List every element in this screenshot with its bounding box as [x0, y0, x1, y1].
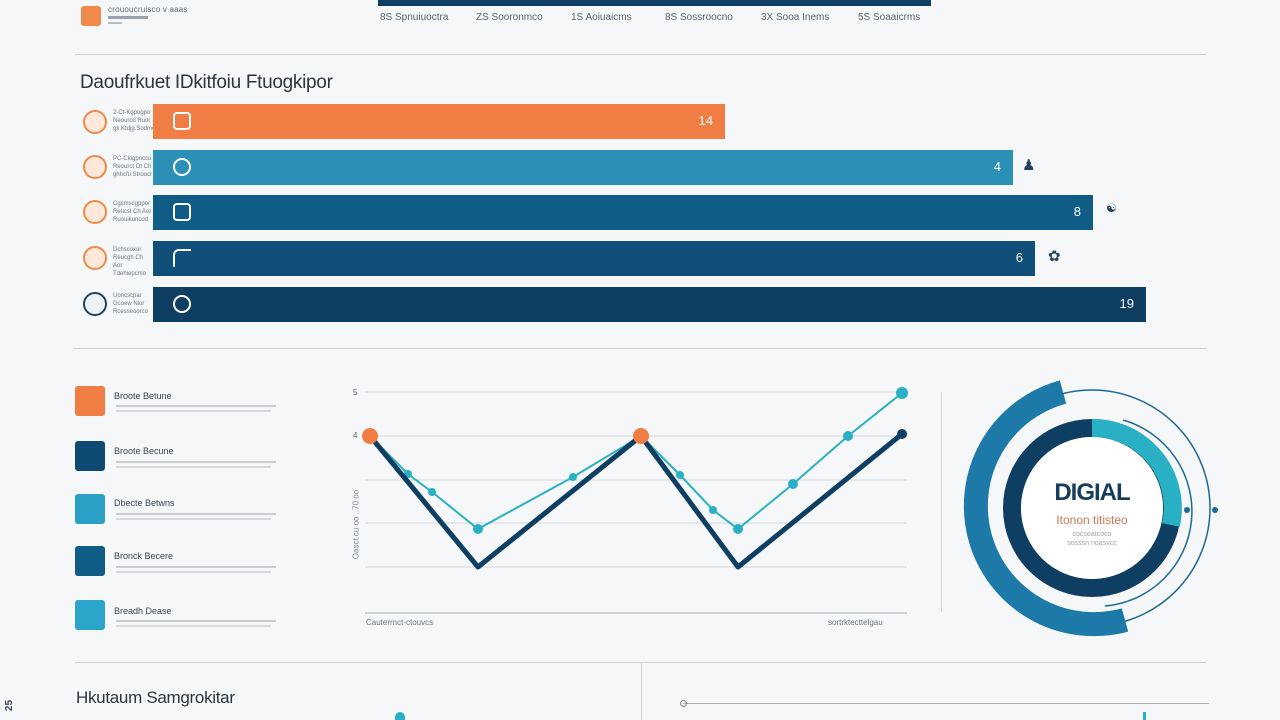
logo-subline: [108, 22, 122, 24]
donut-caption: sosssn noasvcc: [1067, 540, 1117, 547]
row-label: PC-Ckigpncco Reourct Ot Ch ghhcfu Strooc…: [113, 156, 153, 178]
legend-text-line: [116, 410, 271, 412]
logo-subline: [108, 16, 148, 19]
top-tick-label: 1S Aoiuaicms: [571, 12, 632, 23]
legend-text-line: [116, 620, 276, 622]
globe-icon: ✿: [1048, 248, 1061, 265]
person-icon: [83, 110, 107, 134]
footer-chart-peak: [395, 712, 405, 720]
top-tick-label: 8S Spnuiuoctra: [380, 12, 449, 23]
legend-text-line: [116, 513, 276, 515]
x-axis-left-label: Cauterrnct-ctouvcs: [366, 618, 434, 627]
legend-text-line: [116, 466, 271, 468]
legend-title: Bronck Becere: [114, 551, 174, 561]
series-teal: [369, 392, 903, 531]
top-tick-label: 3X Sooa Inems: [761, 12, 830, 23]
bar-value: 8: [1073, 204, 1081, 219]
bar-row-4[interactable]: 6: [153, 241, 1035, 276]
legend-text-line: [116, 518, 271, 520]
person-icon: [75, 386, 105, 416]
row-label: Uoncscpar Gcoew Nior Rcesseoorco: [113, 293, 149, 315]
network-icon: [83, 155, 107, 179]
logo-icon: [81, 6, 101, 26]
chat-icon: [83, 200, 107, 224]
legend-text-line: [116, 571, 271, 573]
footer-section-title: Hkutaum Samgrokitar: [76, 688, 235, 707]
chat-icon: [173, 203, 191, 221]
hook-icon: [83, 246, 107, 270]
top-tick-label: ZS Sooronmco: [476, 12, 543, 23]
y-tick-label: 4: [353, 431, 358, 440]
legend-text-line: [116, 625, 271, 627]
divider: [75, 54, 1206, 55]
top-bar: [378, 0, 931, 6]
x-axis-right-label: sortrktecttelgau: [828, 618, 883, 627]
legend-title: Breadh Dease: [114, 606, 172, 616]
divider: [73, 348, 1207, 349]
bar-row-5[interactable]: 19: [153, 287, 1146, 322]
bar-value: 19: [1119, 296, 1134, 311]
side-mark: 25: [4, 699, 16, 712]
globe-icon: [83, 292, 107, 316]
donut-caption: cocsoatcoco: [1072, 531, 1112, 538]
bar-value: 4: [993, 159, 1001, 174]
bar-row-2[interactable]: 4: [153, 150, 1013, 185]
hook-icon: [173, 249, 191, 267]
legend-title: Broote Betune: [114, 391, 172, 401]
logo-text: crououcruisco v aaas: [108, 5, 188, 14]
legend-text-line: [116, 405, 276, 407]
legend-text-line: [116, 566, 276, 568]
donut-subtitle: Itonon titisteo: [1056, 513, 1128, 527]
top-tick-label: 5S Soaaicrms: [858, 12, 921, 23]
footer-chart-peak: [1143, 712, 1146, 720]
person-icon: [173, 112, 191, 130]
bar-section-title: Daoufrkuet IDkitfoiu Ftuogkipor: [80, 72, 333, 93]
legend-title: Dbecte Betwns: [114, 498, 175, 508]
donut-title: DIGIAL: [1054, 479, 1130, 506]
head-icon: [75, 546, 105, 576]
bar-value: 6: [1015, 250, 1023, 265]
row-label: Cgsmscgppor Reucsl Ch Aor Ruouikuncod: [113, 201, 152, 223]
top-tick-label: 8S Sossroocno: [665, 12, 733, 23]
series-dark: [368, 432, 904, 570]
row-label: 2-Ct-Kgpogpo Neourcd Ruor gk.Ktdjg.Sodmo…: [113, 110, 158, 132]
group-icon: [75, 600, 105, 630]
bar-value: 14: [698, 113, 713, 128]
legend-title: Broote Becune: [114, 446, 174, 456]
user-icon: [75, 441, 105, 471]
network-icon: [173, 158, 191, 176]
y-tick-label: 5: [353, 388, 358, 397]
vertical-divider: [941, 392, 942, 612]
axis-start-marker: [680, 700, 687, 707]
head-icon: [75, 494, 105, 524]
legend-text-line: [116, 461, 276, 463]
divider: [75, 662, 1206, 663]
globe-icon: [173, 295, 191, 313]
bar-row-1[interactable]: 14: [153, 104, 725, 139]
line-chart: [362, 387, 908, 614]
vertical-divider: [641, 663, 642, 720]
person-icon: ♟: [1022, 157, 1036, 174]
row-label: Dchscoxor Reucgh Ch Aor Tdehiepcmo: [113, 247, 147, 277]
bar-row-3[interactable]: 8: [153, 195, 1093, 230]
donut-chart: [963, 380, 1218, 637]
footer-axis-line: [683, 703, 1209, 704]
group-icon: ☯: [1106, 201, 1117, 215]
